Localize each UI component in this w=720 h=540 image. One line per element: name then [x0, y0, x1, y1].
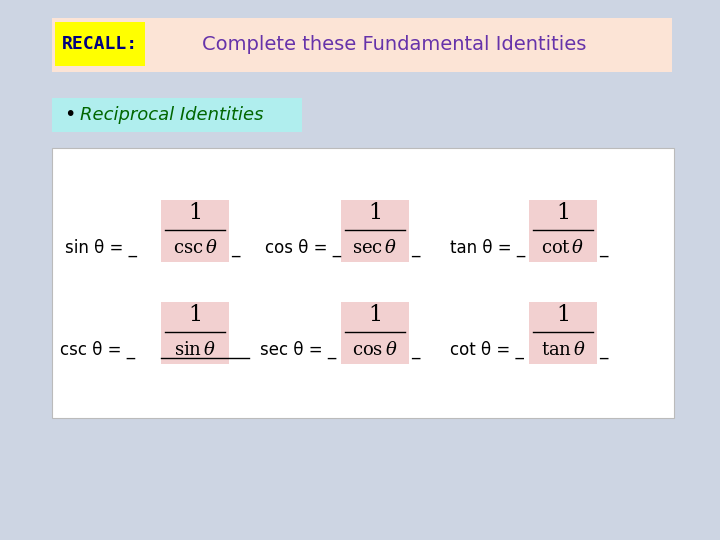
Text: •: •	[64, 105, 76, 125]
Text: sec θ = _: sec θ = _	[260, 341, 336, 359]
FancyBboxPatch shape	[529, 200, 597, 262]
FancyBboxPatch shape	[529, 302, 597, 364]
FancyBboxPatch shape	[161, 302, 229, 364]
Text: RECALL:: RECALL:	[62, 35, 138, 53]
Text: 1: 1	[188, 202, 202, 224]
Text: cot θ = _: cot θ = _	[450, 341, 524, 359]
FancyBboxPatch shape	[341, 302, 409, 364]
Text: sin θ = _: sin θ = _	[65, 239, 137, 257]
Text: $\csc\theta$: $\csc\theta$	[173, 239, 217, 257]
Text: _: _	[411, 341, 419, 359]
Text: 1: 1	[368, 202, 382, 224]
Text: $\tan\theta$: $\tan\theta$	[541, 341, 585, 359]
FancyBboxPatch shape	[52, 18, 672, 72]
Text: $\cot\theta$: $\cot\theta$	[541, 239, 585, 257]
Text: Complete these Fundamental Identities: Complete these Fundamental Identities	[202, 36, 586, 55]
FancyBboxPatch shape	[52, 98, 302, 132]
Text: _: _	[411, 239, 419, 257]
Text: csc θ = _: csc θ = _	[60, 341, 135, 359]
Text: 1: 1	[556, 304, 570, 326]
Text: $\sin\theta$: $\sin\theta$	[174, 341, 216, 359]
FancyBboxPatch shape	[52, 148, 674, 418]
Text: 1: 1	[188, 304, 202, 326]
Text: $\cos\theta$: $\cos\theta$	[352, 341, 397, 359]
Text: 1: 1	[556, 202, 570, 224]
Text: cos θ = _: cos θ = _	[265, 239, 341, 257]
Text: _: _	[231, 239, 239, 257]
FancyBboxPatch shape	[161, 200, 229, 262]
Text: tan θ = _: tan θ = _	[450, 239, 526, 257]
FancyBboxPatch shape	[341, 200, 409, 262]
FancyBboxPatch shape	[55, 22, 145, 66]
Text: _: _	[599, 341, 608, 359]
Text: _: _	[599, 239, 608, 257]
Text: Reciprocal Identities: Reciprocal Identities	[80, 106, 264, 124]
Text: 1: 1	[368, 304, 382, 326]
Text: $\sec\theta$: $\sec\theta$	[352, 239, 397, 257]
